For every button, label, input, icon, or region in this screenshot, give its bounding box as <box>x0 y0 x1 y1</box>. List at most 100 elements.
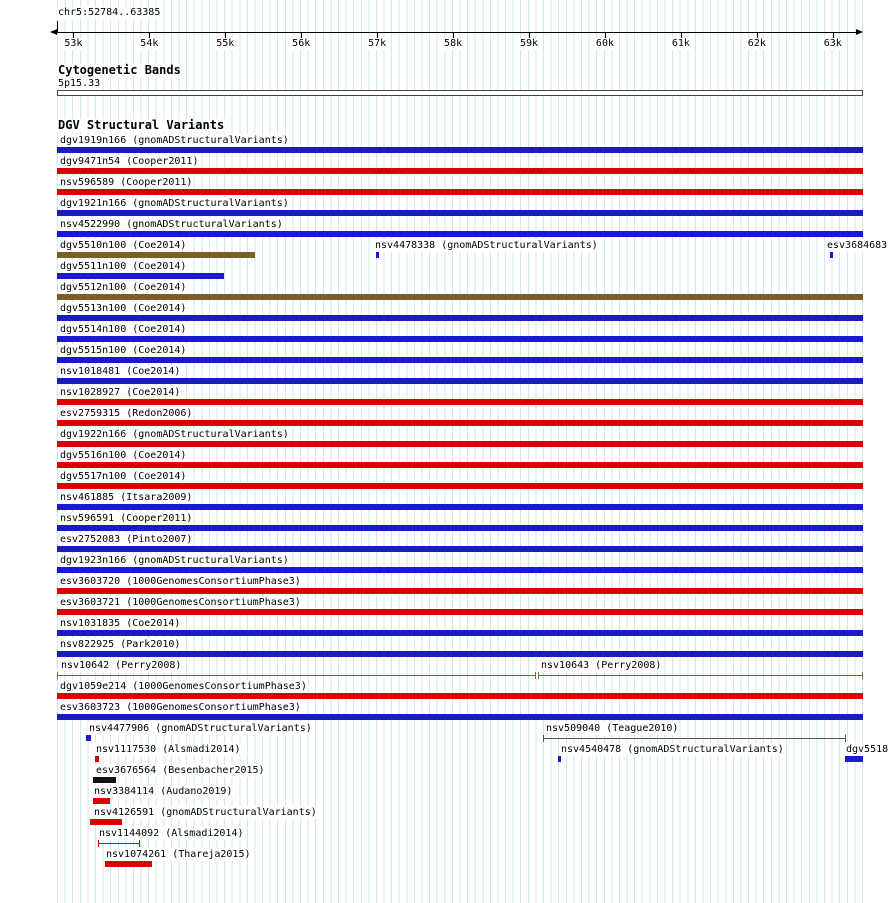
ruler-tick-label: 61k <box>670 38 691 50</box>
variant-bar[interactable] <box>57 567 863 573</box>
variant-label[interactable]: dgv1919n166 (gnomADStructuralVariants) <box>59 134 290 147</box>
variant-label[interactable]: dgv5511n100 (Coe2014) <box>59 260 188 273</box>
variant-label[interactable]: dgv5512n100 (Coe2014) <box>59 281 188 294</box>
variant-bar[interactable] <box>93 798 110 804</box>
variant-label[interactable]: dgv1922n166 (gnomADStructuralVariants) <box>59 428 290 441</box>
variant-label[interactable]: nsv509040 (Teague2010) <box>545 722 680 735</box>
cytoband-box[interactable] <box>57 90 863 96</box>
variant-bar[interactable] <box>57 672 536 679</box>
region-start-tick <box>57 21 58 32</box>
variant-bar[interactable] <box>57 441 863 447</box>
variant-label[interactable]: esv3603721 (1000GenomesConsortiumPhase3) <box>59 596 302 609</box>
variant-bar[interactable] <box>57 504 863 510</box>
variant-bar[interactable] <box>57 336 863 342</box>
variant-point-marker[interactable] <box>558 756 561 762</box>
variant-bar[interactable] <box>57 168 863 174</box>
variant-bar[interactable] <box>57 525 863 531</box>
variant-bar[interactable] <box>57 357 863 363</box>
variant-row: dgv5515n100 (Coe2014) <box>0 344 890 365</box>
variant-bar[interactable] <box>57 189 863 195</box>
variant-label[interactable]: dgv9471n54 (Cooper2011) <box>59 155 200 168</box>
variant-row: nsv3384114 (Audano2019) <box>0 785 890 806</box>
variant-label[interactable]: esv3676564 (Besenbacher2015) <box>95 764 266 777</box>
variant-bar[interactable] <box>57 273 224 279</box>
variant-point-marker[interactable] <box>376 252 379 258</box>
variant-label[interactable]: nsv3384114 (Audano2019) <box>93 785 234 798</box>
variant-label[interactable]: nsv1074261 (Thareja2015) <box>105 848 252 861</box>
variant-label[interactable]: dgv5514n100 (Coe2014) <box>59 323 188 336</box>
variant-bar[interactable] <box>57 714 863 720</box>
variant-label[interactable]: dgv5517n100 (Coe2014) <box>59 470 188 483</box>
variant-point-marker[interactable] <box>830 252 833 258</box>
variant-bar[interactable] <box>57 399 863 405</box>
variant-label[interactable]: nsv10642 (Perry2008) <box>60 659 183 672</box>
variant-bar[interactable] <box>543 735 846 742</box>
variant-bar[interactable] <box>57 294 863 300</box>
variant-label[interactable]: nsv596591 (Cooper2011) <box>59 512 194 525</box>
variant-bar[interactable] <box>90 819 122 825</box>
variant-row: dgv5513n100 (Coe2014) <box>0 302 890 323</box>
variant-bar[interactable] <box>57 651 863 657</box>
variant-bar[interactable] <box>98 840 140 847</box>
variant-label[interactable]: nsv1117530 (Alsmadi2014) <box>95 743 242 756</box>
variant-label[interactable]: dgv1921n166 (gnomADStructuralVariants) <box>59 197 290 210</box>
variant-bar[interactable] <box>57 420 863 426</box>
variant-label[interactable]: esv2752083 (Pinto2007) <box>59 533 194 546</box>
variant-bar[interactable] <box>57 483 863 489</box>
variant-label[interactable]: esv3684683 <box>826 239 889 252</box>
variant-row: dgv1923n166 (gnomADStructuralVariants) <box>0 554 890 575</box>
variant-label[interactable]: nsv1028927 (Coe2014) <box>59 386 182 399</box>
variant-bar[interactable] <box>57 315 863 321</box>
variant-label[interactable]: nsv1031835 (Coe2014) <box>59 617 182 630</box>
variant-bar[interactable] <box>93 777 116 783</box>
variant-row: nsv1031835 (Coe2014) <box>0 617 890 638</box>
variant-row: dgv1919n166 (gnomADStructuralVariants) <box>0 134 890 155</box>
variant-row: nsv1028927 (Coe2014) <box>0 386 890 407</box>
variant-label[interactable]: nsv4522990 (gnomADStructuralVariants) <box>59 218 284 231</box>
variant-label[interactable]: nsv4477906 (gnomADStructuralVariants) <box>88 722 313 735</box>
variant-label[interactable]: dgv5515n100 (Coe2014) <box>59 344 188 357</box>
variant-label[interactable]: dgv5513n100 (Coe2014) <box>59 302 188 315</box>
variant-bar[interactable] <box>57 252 255 258</box>
variant-label[interactable]: nsv1018481 (Coe2014) <box>59 365 182 378</box>
ruler-tick-label: 54k <box>139 38 160 50</box>
variant-row: esv3676564 (Besenbacher2015) <box>0 764 890 785</box>
variant-bar[interactable] <box>57 630 863 636</box>
variant-label[interactable]: nsv4126591 (gnomADStructuralVariants) <box>93 806 318 819</box>
variant-label[interactable]: nsv1144092 (Alsmadi2014) <box>98 827 245 840</box>
variant-bar[interactable] <box>57 462 863 468</box>
variant-label[interactable]: nsv596589 (Cooper2011) <box>59 176 194 189</box>
variant-label[interactable]: nsv10643 (Perry2008) <box>540 659 663 672</box>
variant-label[interactable]: dgv1059e214 (1000GenomesConsortiumPhase3… <box>59 680 308 693</box>
variant-bar[interactable] <box>57 147 863 153</box>
variant-bar[interactable] <box>57 588 863 594</box>
variant-row: esv3603723 (1000GenomesConsortiumPhase3) <box>0 701 890 722</box>
variant-bar[interactable] <box>57 210 863 216</box>
variant-row: esv3603721 (1000GenomesConsortiumPhase3) <box>0 596 890 617</box>
variant-bar[interactable] <box>57 546 863 552</box>
variant-bar[interactable] <box>57 231 863 237</box>
variant-label[interactable]: nsv822925 (Park2010) <box>59 638 182 651</box>
variant-label[interactable]: esv3603723 (1000GenomesConsortiumPhase3) <box>59 701 302 714</box>
variant-label[interactable]: nsv4478338 (gnomADStructuralVariants) <box>374 239 599 252</box>
variant-label[interactable]: esv2759315 (Redon2006) <box>59 407 194 420</box>
variant-bar[interactable] <box>57 378 863 384</box>
variant-bar[interactable] <box>105 861 152 867</box>
variant-bar[interactable] <box>538 672 863 679</box>
variant-row: dgv1922n166 (gnomADStructuralVariants) <box>0 428 890 449</box>
variant-row: dgv1059e214 (1000GenomesConsortiumPhase3… <box>0 680 890 701</box>
variant-bar[interactable] <box>57 609 863 615</box>
variant-label[interactable]: nsv4540478 (gnomADStructuralVariants) <box>560 743 785 756</box>
variant-label[interactable]: esv3603720 (1000GenomesConsortiumPhase3) <box>59 575 302 588</box>
variant-label[interactable]: nsv461885 (Itsara2009) <box>59 491 194 504</box>
variant-label[interactable]: dgv5518 <box>845 743 890 756</box>
variant-row: dgv5516n100 (Coe2014) <box>0 449 890 470</box>
variant-point-marker[interactable] <box>86 735 91 741</box>
variant-label[interactable]: dgv5516n100 (Coe2014) <box>59 449 188 462</box>
variant-label[interactable]: dgv5510n100 (Coe2014) <box>59 239 188 252</box>
variant-label[interactable]: dgv1923n166 (gnomADStructuralVariants) <box>59 554 290 567</box>
variant-bar[interactable] <box>845 756 863 762</box>
variant-bar[interactable] <box>57 693 863 699</box>
variant-point-marker[interactable] <box>95 756 99 762</box>
